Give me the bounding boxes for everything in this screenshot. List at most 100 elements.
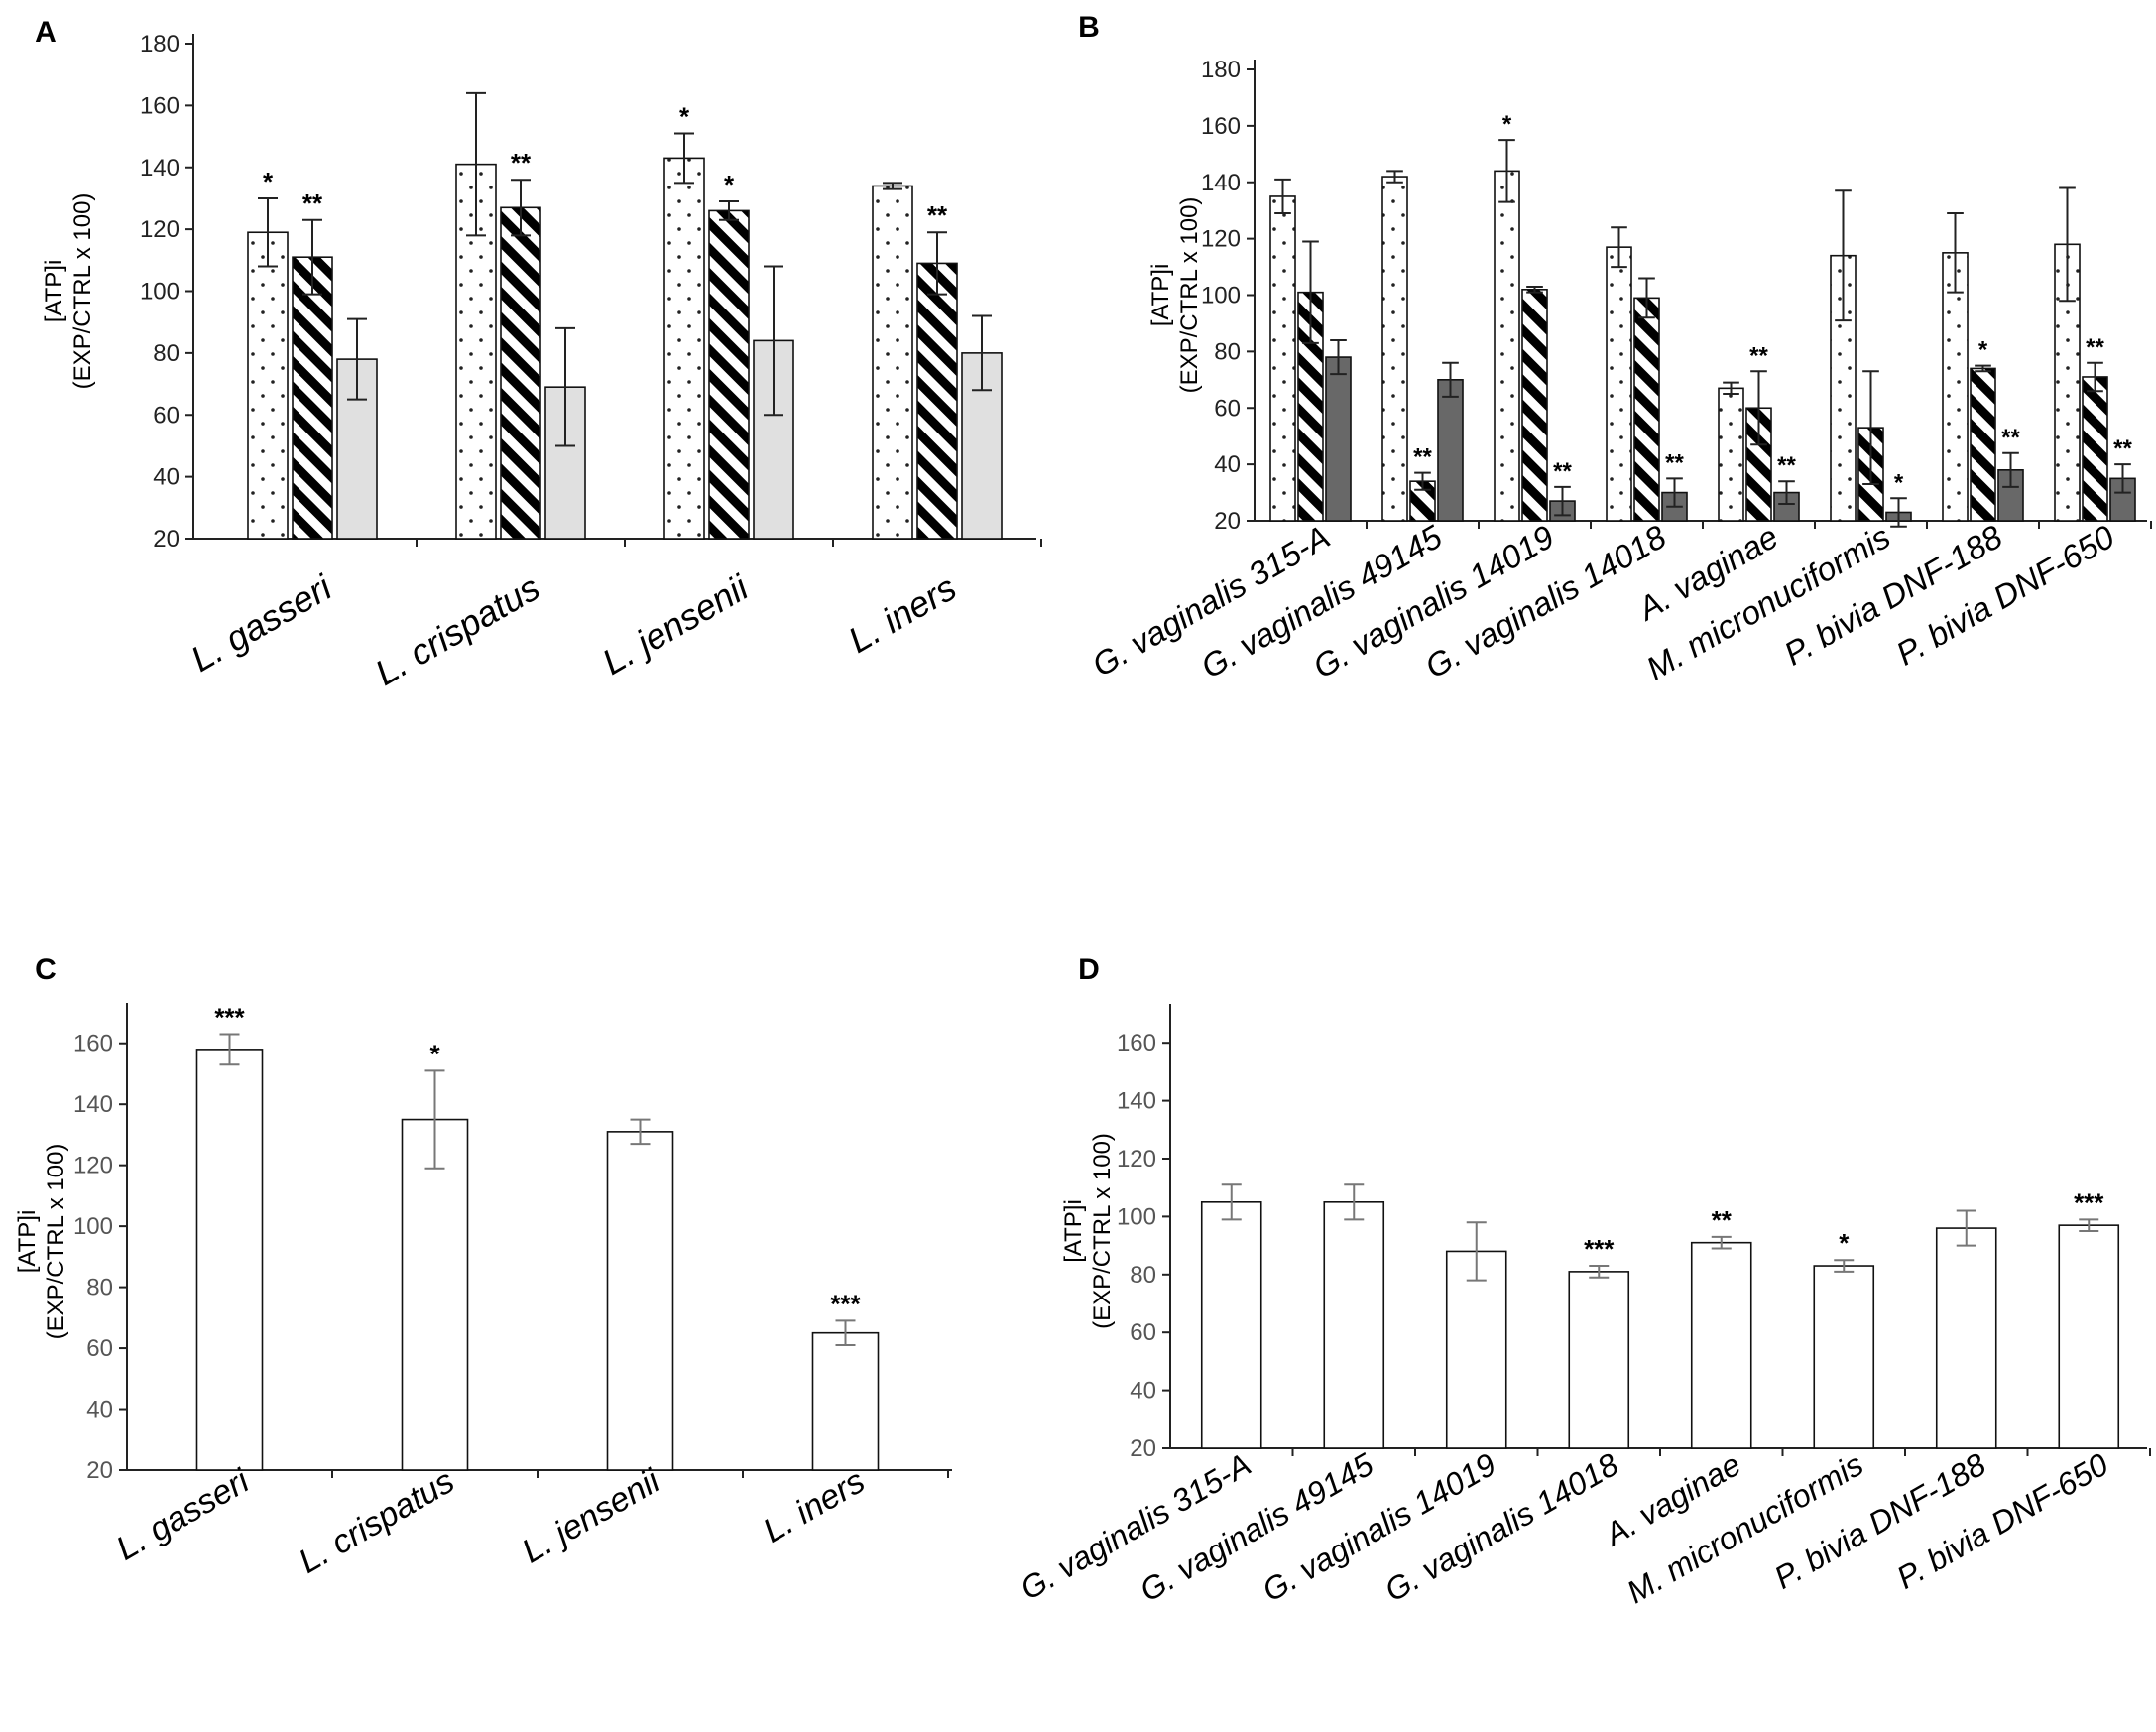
bar-dotted — [1494, 170, 1520, 522]
bar-hatched — [916, 262, 958, 540]
y-tick-label: 100 — [1117, 1203, 1156, 1230]
significance-label: ** — [927, 200, 948, 230]
bar-hatched — [1521, 289, 1548, 522]
x-tick-label: L. iners — [841, 566, 963, 661]
significance-label: * — [1502, 111, 1512, 138]
bar-hatched — [292, 256, 333, 540]
bar-treatment — [1323, 1201, 1385, 1449]
bar-hatched — [708, 209, 750, 540]
panel-letter: B — [1078, 11, 1100, 44]
bar-treatment — [1935, 1227, 1997, 1449]
y-axis-title-line-1: [ATP]i — [41, 260, 67, 323]
significance-label: ** — [1777, 452, 1796, 479]
y-axis-title: [ATP]i(EXP/CTRL x 100) — [41, 193, 96, 390]
significance-label: *** — [2074, 1187, 2104, 1217]
chart-panel-c: C [ATP]i(EXP/CTRL x 100) 20 40 60 80 100 120 140… — [14, 953, 952, 1581]
y-tick-label: 60 — [1214, 395, 1241, 422]
significance-label: ** — [1749, 342, 1768, 369]
significance-label: ** — [1712, 1205, 1733, 1235]
significance-label: ** — [2001, 425, 2020, 451]
bar-hatched — [1970, 367, 1996, 522]
y-tick-label: 60 — [153, 402, 180, 429]
y-tick-label: 80 — [1214, 338, 1241, 365]
significance-label: * — [263, 167, 274, 196]
y-tick-label: 140 — [73, 1091, 113, 1118]
bar-dark — [1325, 356, 1352, 522]
bar-dotted — [1942, 252, 1969, 522]
y-axis-title: [ATP]i(EXP/CTRL x 100) — [1147, 197, 1203, 394]
panel-letter: C — [35, 953, 57, 986]
y-axis-title-line-2: (EXP/CTRL x 100) — [69, 193, 96, 390]
bar-dotted — [1269, 195, 1296, 522]
panel-letter: D — [1078, 953, 1100, 986]
y-tick-label: 100 — [73, 1213, 113, 1240]
y-tick-label: 100 — [140, 279, 180, 306]
y-tick-label: 80 — [1130, 1262, 1156, 1289]
bar-treatment — [606, 1131, 674, 1471]
significance-label: *** — [830, 1289, 861, 1318]
bar-dotted — [872, 185, 913, 540]
y-tick-label: 100 — [1201, 283, 1241, 309]
x-tick-label: P. bivia DNF-188 — [1768, 1446, 1992, 1596]
y-axis-title-line-1: [ATP]i — [14, 1210, 41, 1274]
bar-dark — [1437, 379, 1464, 522]
x-tick-label: P. bivia DNF-650 — [1890, 1446, 2114, 1596]
x-tick-label: L. crispatus — [293, 1462, 461, 1581]
significance-label: * — [429, 1039, 440, 1068]
y-tick-label: 120 — [73, 1153, 113, 1179]
bar-treatment — [401, 1118, 469, 1471]
y-tick-label: 80 — [153, 340, 180, 367]
significance-label: * — [1894, 469, 1904, 496]
bar-treatment — [1445, 1250, 1507, 1449]
y-tick-label: 80 — [86, 1275, 113, 1301]
y-tick-label: 160 — [140, 92, 180, 119]
bar-dotted — [663, 157, 705, 540]
y-tick-label: 40 — [1130, 1378, 1156, 1405]
bar-dotted — [1381, 176, 1408, 522]
y-tick-label: 20 — [1214, 508, 1241, 535]
chart-panel-b: B [ATP]i(EXP/CTRL x 100) 20 40 60 80 100 120 140… — [1078, 11, 2152, 686]
chart-panel-a: A [ATP]i(EXP/CTRL x 100) 20 40 60 80 100 120 140… — [35, 16, 1042, 693]
x-tick-label: L. iners — [757, 1462, 872, 1550]
y-tick-label: 120 — [1201, 226, 1241, 253]
bar-treatment — [811, 1331, 880, 1471]
bar-treatment — [1690, 1241, 1752, 1449]
significance-label: *** — [1584, 1234, 1615, 1264]
significance-label: * — [1839, 1228, 1850, 1258]
panel-letter: A — [35, 16, 57, 49]
bar-dotted — [1718, 387, 1744, 522]
bar-dotted — [247, 231, 289, 540]
significance-label: * — [1978, 337, 1988, 364]
significance-label: ** — [2113, 435, 2132, 462]
bar-dotted — [1606, 246, 1632, 522]
significance-label: * — [679, 101, 690, 131]
x-tick-label: L. jensenii — [595, 566, 756, 682]
y-axis-title: [ATP]i(EXP/CTRL x 100) — [14, 1144, 69, 1340]
y-tick-label: 120 — [140, 216, 180, 243]
y-tick-label: 140 — [1201, 170, 1241, 196]
significance-label: ** — [302, 188, 323, 218]
y-tick-label: 60 — [86, 1335, 113, 1362]
x-tick-label: G. vaginalis 14018 — [1378, 1446, 1624, 1609]
y-axis-title-line-1: [ATP]i — [1147, 264, 1174, 327]
bar-hatched — [500, 206, 541, 540]
significance-label: *** — [214, 1003, 245, 1033]
x-tick-label: L. gasseri — [110, 1461, 257, 1567]
y-axis-title-line-1: [ATP]i — [1060, 1199, 1087, 1263]
bar-treatment — [1813, 1265, 1875, 1449]
bar-treatment — [1568, 1271, 1630, 1449]
y-tick-label: 180 — [1201, 57, 1241, 83]
y-tick-label: 120 — [1117, 1146, 1156, 1173]
y-tick-label: 60 — [1130, 1319, 1156, 1346]
bar-hatched — [2082, 376, 2108, 522]
significance-label: ** — [1665, 449, 1684, 476]
y-tick-label: 140 — [1117, 1088, 1156, 1115]
y-tick-label: 40 — [1214, 451, 1241, 478]
x-tick-label: L. gasseri — [183, 566, 339, 680]
y-tick-label: 20 — [86, 1457, 113, 1484]
y-tick-label: 20 — [1130, 1435, 1156, 1462]
significance-label: ** — [2086, 334, 2104, 361]
significance-label: ** — [511, 148, 532, 178]
y-tick-label: 160 — [1117, 1030, 1156, 1056]
